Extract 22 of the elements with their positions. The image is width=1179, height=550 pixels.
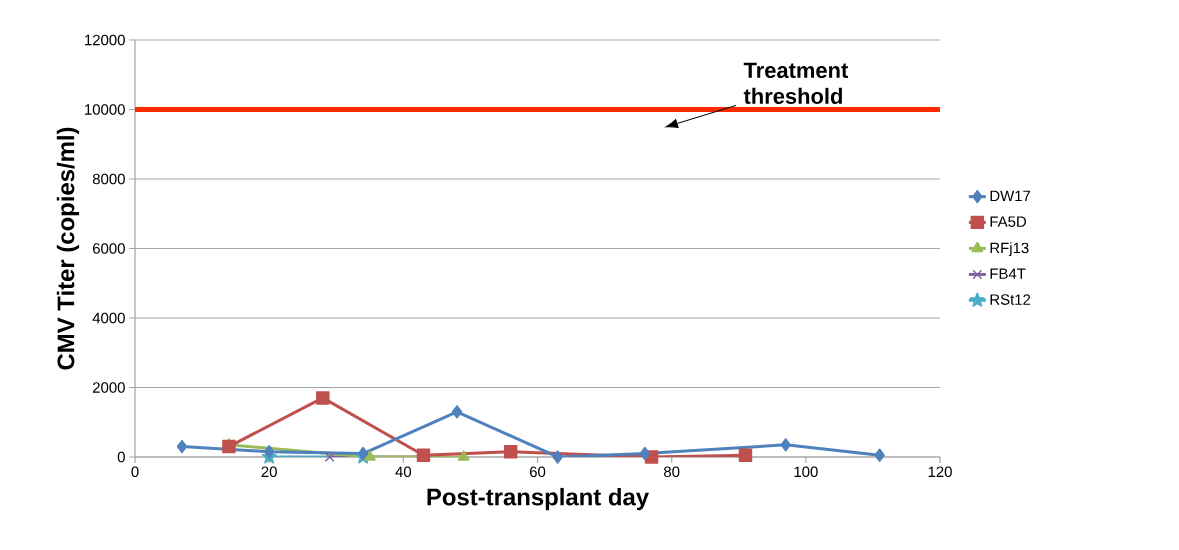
x-tick-label: 20 <box>261 466 277 478</box>
x-tick-label: 80 <box>664 466 680 478</box>
y-tick-label: 6000 <box>93 243 125 254</box>
x-tick-label: 0 <box>131 466 139 478</box>
legend-label: DW17 <box>990 190 1031 202</box>
ref-line-label: Treatment threshold <box>743 62 849 104</box>
x-tick-label: 100 <box>794 466 818 478</box>
y-tick-label: 0 <box>117 451 125 463</box>
x-tick-label: 60 <box>529 466 546 478</box>
y-axis-title: CMV Titer (copies/ml) <box>56 127 80 370</box>
x-tick-label: 120 <box>928 466 952 478</box>
y-tick-label: 4000 <box>92 312 125 324</box>
y-tick-label: 2000 <box>93 382 125 393</box>
x-axis-title: Post-transplant day <box>427 487 649 511</box>
legend-label: RSt12 <box>990 294 1031 305</box>
y-tick-label: 12000 <box>85 34 125 46</box>
legend-label: RFj13 <box>990 242 1029 257</box>
legend-label: FA5D <box>990 216 1026 227</box>
legend-label: FB4T <box>990 268 1026 279</box>
x-tick-label: 40 <box>395 466 412 478</box>
y-tick-label: 8000 <box>92 173 125 185</box>
y-tick-label: 10000 <box>85 104 125 115</box>
